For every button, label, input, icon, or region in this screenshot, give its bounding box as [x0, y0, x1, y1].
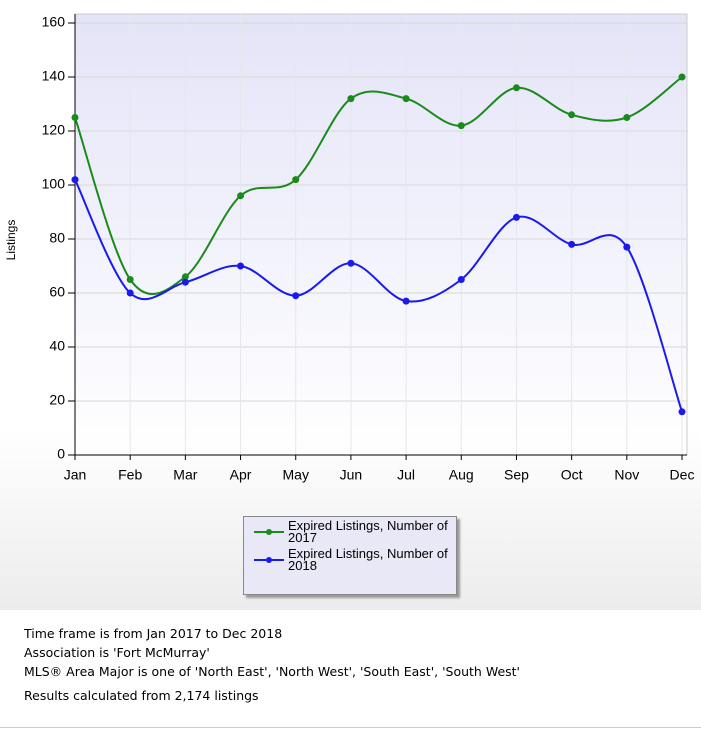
data-point [71, 114, 79, 121]
y-tick-label: 160 [42, 14, 66, 30]
y-tick-label: 60 [49, 284, 65, 300]
data-point [457, 276, 465, 283]
x-tick-label: Aug [449, 467, 474, 483]
x-tick-label: Feb [118, 467, 142, 483]
legend-item: Expired Listings, Number of 2018 [244, 546, 452, 573]
legend-label: Expired Listings, Number of 2018 [288, 546, 448, 573]
data-point [126, 276, 134, 283]
data-point [512, 84, 520, 92]
x-tick-label: Mar [173, 467, 197, 483]
y-tick-label: 80 [49, 230, 65, 246]
data-point [126, 289, 134, 297]
data-point [568, 111, 576, 119]
note-line: Results calculated from 2,174 listings [24, 688, 259, 703]
legend: Expired Listings, Number of 2017 Expired … [243, 516, 457, 595]
data-point [347, 95, 355, 103]
data-point [402, 297, 410, 305]
data-point [568, 240, 576, 248]
legend-marker [266, 557, 272, 563]
y-tick-label: 0 [57, 446, 65, 462]
y-axis-label: Listings [4, 220, 18, 261]
y-tick-label: 40 [49, 338, 65, 354]
data-point [292, 176, 300, 184]
y-tick-label: 20 [49, 392, 65, 408]
divider [0, 727, 701, 728]
y-tick-label: 100 [42, 176, 66, 192]
data-point [181, 278, 189, 286]
x-tick-label: Jun [340, 467, 363, 483]
data-point [237, 192, 245, 200]
x-tick-label: May [283, 467, 309, 483]
note-line: Time frame is from Jan 2017 to Dec 2018 [24, 626, 283, 641]
x-tick-label: Jan [64, 467, 87, 483]
x-tick-label: Oct [561, 467, 583, 483]
data-point [678, 73, 686, 81]
data-point [678, 408, 686, 416]
data-point [292, 292, 300, 300]
x-tick-label: Jul [397, 467, 415, 483]
legend-swatch [254, 557, 284, 563]
x-tick-label: Dec [670, 467, 695, 483]
x-tick-label: Nov [614, 467, 639, 483]
data-point [623, 243, 631, 251]
y-tick-label: 140 [42, 68, 66, 84]
plot-area [74, 13, 688, 456]
x-tick-label: Sep [504, 467, 529, 483]
legend-item: Expired Listings, Number of 2017 [244, 518, 452, 545]
note-line: MLS® Area Major is one of 'North East', … [24, 664, 520, 679]
y-tick-label: 120 [42, 122, 66, 138]
legend-label: Expired Listings, Number of 2017 [288, 518, 448, 545]
data-point [457, 122, 465, 130]
series-line [74, 179, 683, 413]
chart: Listings 0 20 40 60 80 100 120 140 160 Jan Feb Mar A… [0, 0, 701, 610]
data-point [237, 262, 245, 270]
data-point [181, 273, 189, 281]
legend-swatch [254, 529, 284, 535]
data-point [402, 95, 410, 103]
data-point [623, 114, 631, 121]
legend-marker [266, 529, 272, 535]
x-tick-label: Apr [230, 467, 252, 483]
notes: Time frame is from Jan 2017 to Dec 2018 A… [24, 624, 520, 705]
data-point [512, 213, 520, 221]
note-line: Association is 'Fort McMurray' [24, 645, 210, 660]
data-point [71, 176, 79, 184]
data-point [347, 259, 355, 267]
